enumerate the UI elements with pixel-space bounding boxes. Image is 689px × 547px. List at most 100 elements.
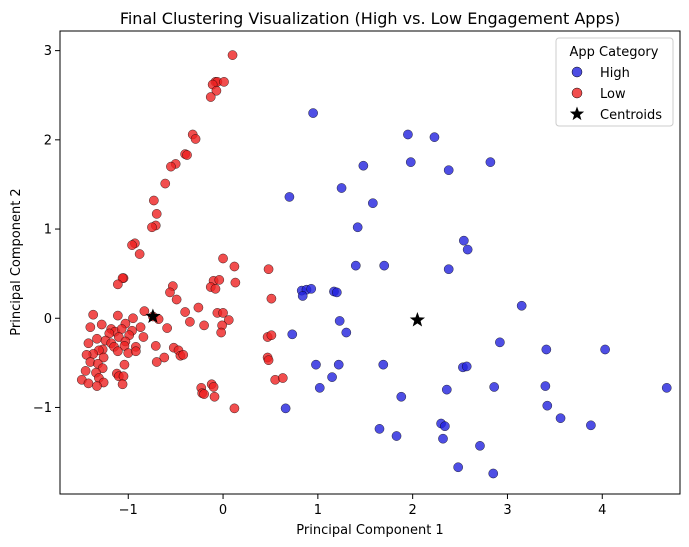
data-point-low: [185, 316, 195, 327]
data-point-low: [92, 381, 102, 391]
data-point-low: [190, 134, 201, 144]
data-point-high: [334, 316, 345, 326]
data-point-high: [378, 359, 389, 370]
data-point-high: [280, 403, 291, 414]
plot-frame: [59, 30, 681, 495]
data-point-low: [127, 240, 137, 250]
data-point-high: [495, 337, 505, 348]
data-point-high: [333, 359, 344, 370]
y-axis-label: Principal Component 2: [9, 188, 24, 335]
data-point-high: [429, 132, 440, 143]
data-point-low: [112, 279, 123, 290]
data-point-low: [263, 355, 274, 366]
data-point-low: [219, 77, 229, 87]
data-point-high: [542, 400, 553, 411]
data-point-low: [277, 373, 288, 383]
data-point-low: [199, 320, 209, 331]
data-point-low: [92, 333, 102, 344]
data-point-low: [178, 349, 189, 360]
data-point-low: [193, 302, 204, 313]
data-point-low: [223, 315, 234, 325]
data-point-low: [218, 253, 228, 264]
data-point-low: [150, 341, 161, 351]
data-point-high: [586, 420, 596, 431]
series-centroids: [145, 308, 426, 327]
data-point-high: [287, 329, 298, 340]
data-point-high: [462, 244, 473, 255]
data-point-high: [331, 287, 342, 298]
data-point-high: [475, 440, 485, 451]
data-point-high: [443, 165, 454, 176]
data-point-low: [266, 293, 277, 304]
x-tick-label: −1: [119, 503, 138, 518]
data-point-high: [440, 421, 450, 432]
data-point-high: [308, 108, 318, 118]
data-point-high: [489, 382, 500, 392]
data-point-high: [379, 260, 390, 271]
data-point-high: [555, 413, 566, 424]
legend-label-low: Low: [600, 87, 626, 102]
data-point-low: [166, 161, 176, 172]
y-tick-label: −1: [33, 401, 52, 416]
data-point-high: [540, 381, 551, 391]
data-point-high: [311, 359, 321, 370]
data-point-high: [314, 382, 325, 393]
y-tick-label: 3: [44, 44, 52, 59]
data-point-low: [171, 294, 182, 305]
data-point-low: [216, 327, 227, 338]
data-point-high: [350, 260, 361, 271]
data-point-low: [180, 307, 190, 317]
data-point-low: [199, 389, 209, 399]
data-point-high: [541, 344, 552, 355]
data-point-low: [159, 352, 170, 363]
data-point-low: [83, 378, 94, 389]
data-point-low: [227, 50, 238, 60]
data-point-low: [165, 287, 175, 298]
data-point-low: [218, 308, 228, 318]
y-axis: −1 0 1 2 3: [33, 44, 60, 416]
data-point-low: [149, 195, 159, 206]
legend-label-high: High: [600, 66, 630, 81]
data-point-low: [214, 275, 225, 285]
data-point-low: [147, 222, 157, 233]
y-tick-label: 2: [44, 133, 52, 148]
data-point-high: [306, 283, 317, 294]
series-low: [76, 50, 288, 414]
data-point-low: [119, 359, 130, 370]
data-point-low: [138, 332, 149, 342]
data-point-low: [211, 85, 222, 96]
x-tick-label: 2: [409, 503, 417, 518]
legend-marker-low: [571, 87, 583, 99]
data-point-low: [112, 346, 123, 357]
data-point-high: [403, 129, 413, 140]
data-point-low: [151, 357, 162, 367]
x-axis: −1 0 1 2 3 4: [119, 494, 606, 518]
data-point-low: [230, 277, 241, 288]
centroid-marker: [145, 308, 161, 323]
data-point-low: [151, 209, 162, 219]
data-point-high: [443, 264, 454, 275]
chart-title: Final Clustering Visualization (High vs.…: [120, 9, 620, 28]
data-point-low: [98, 352, 109, 363]
centroid-marker: [409, 312, 426, 327]
x-axis-label: Principal Component 1: [296, 523, 443, 538]
data-point-low: [160, 178, 171, 189]
data-point-low: [229, 261, 240, 272]
x-tick-label: 0: [219, 503, 227, 518]
data-point-low: [88, 309, 99, 320]
legend: App Category High Low Centroids: [555, 37, 674, 127]
data-point-low: [96, 319, 107, 330]
data-point-high: [341, 327, 352, 338]
data-point-low: [134, 249, 145, 259]
data-point-high: [374, 424, 385, 434]
data-point-low: [128, 313, 138, 324]
legend-box: [555, 37, 674, 127]
plot-area: [76, 50, 672, 479]
data-point-low: [182, 150, 192, 160]
data-point-low: [135, 322, 146, 333]
data-point-high: [453, 462, 464, 473]
data-point-high: [461, 361, 472, 372]
data-point-high: [391, 431, 402, 441]
data-point-low: [85, 322, 96, 333]
